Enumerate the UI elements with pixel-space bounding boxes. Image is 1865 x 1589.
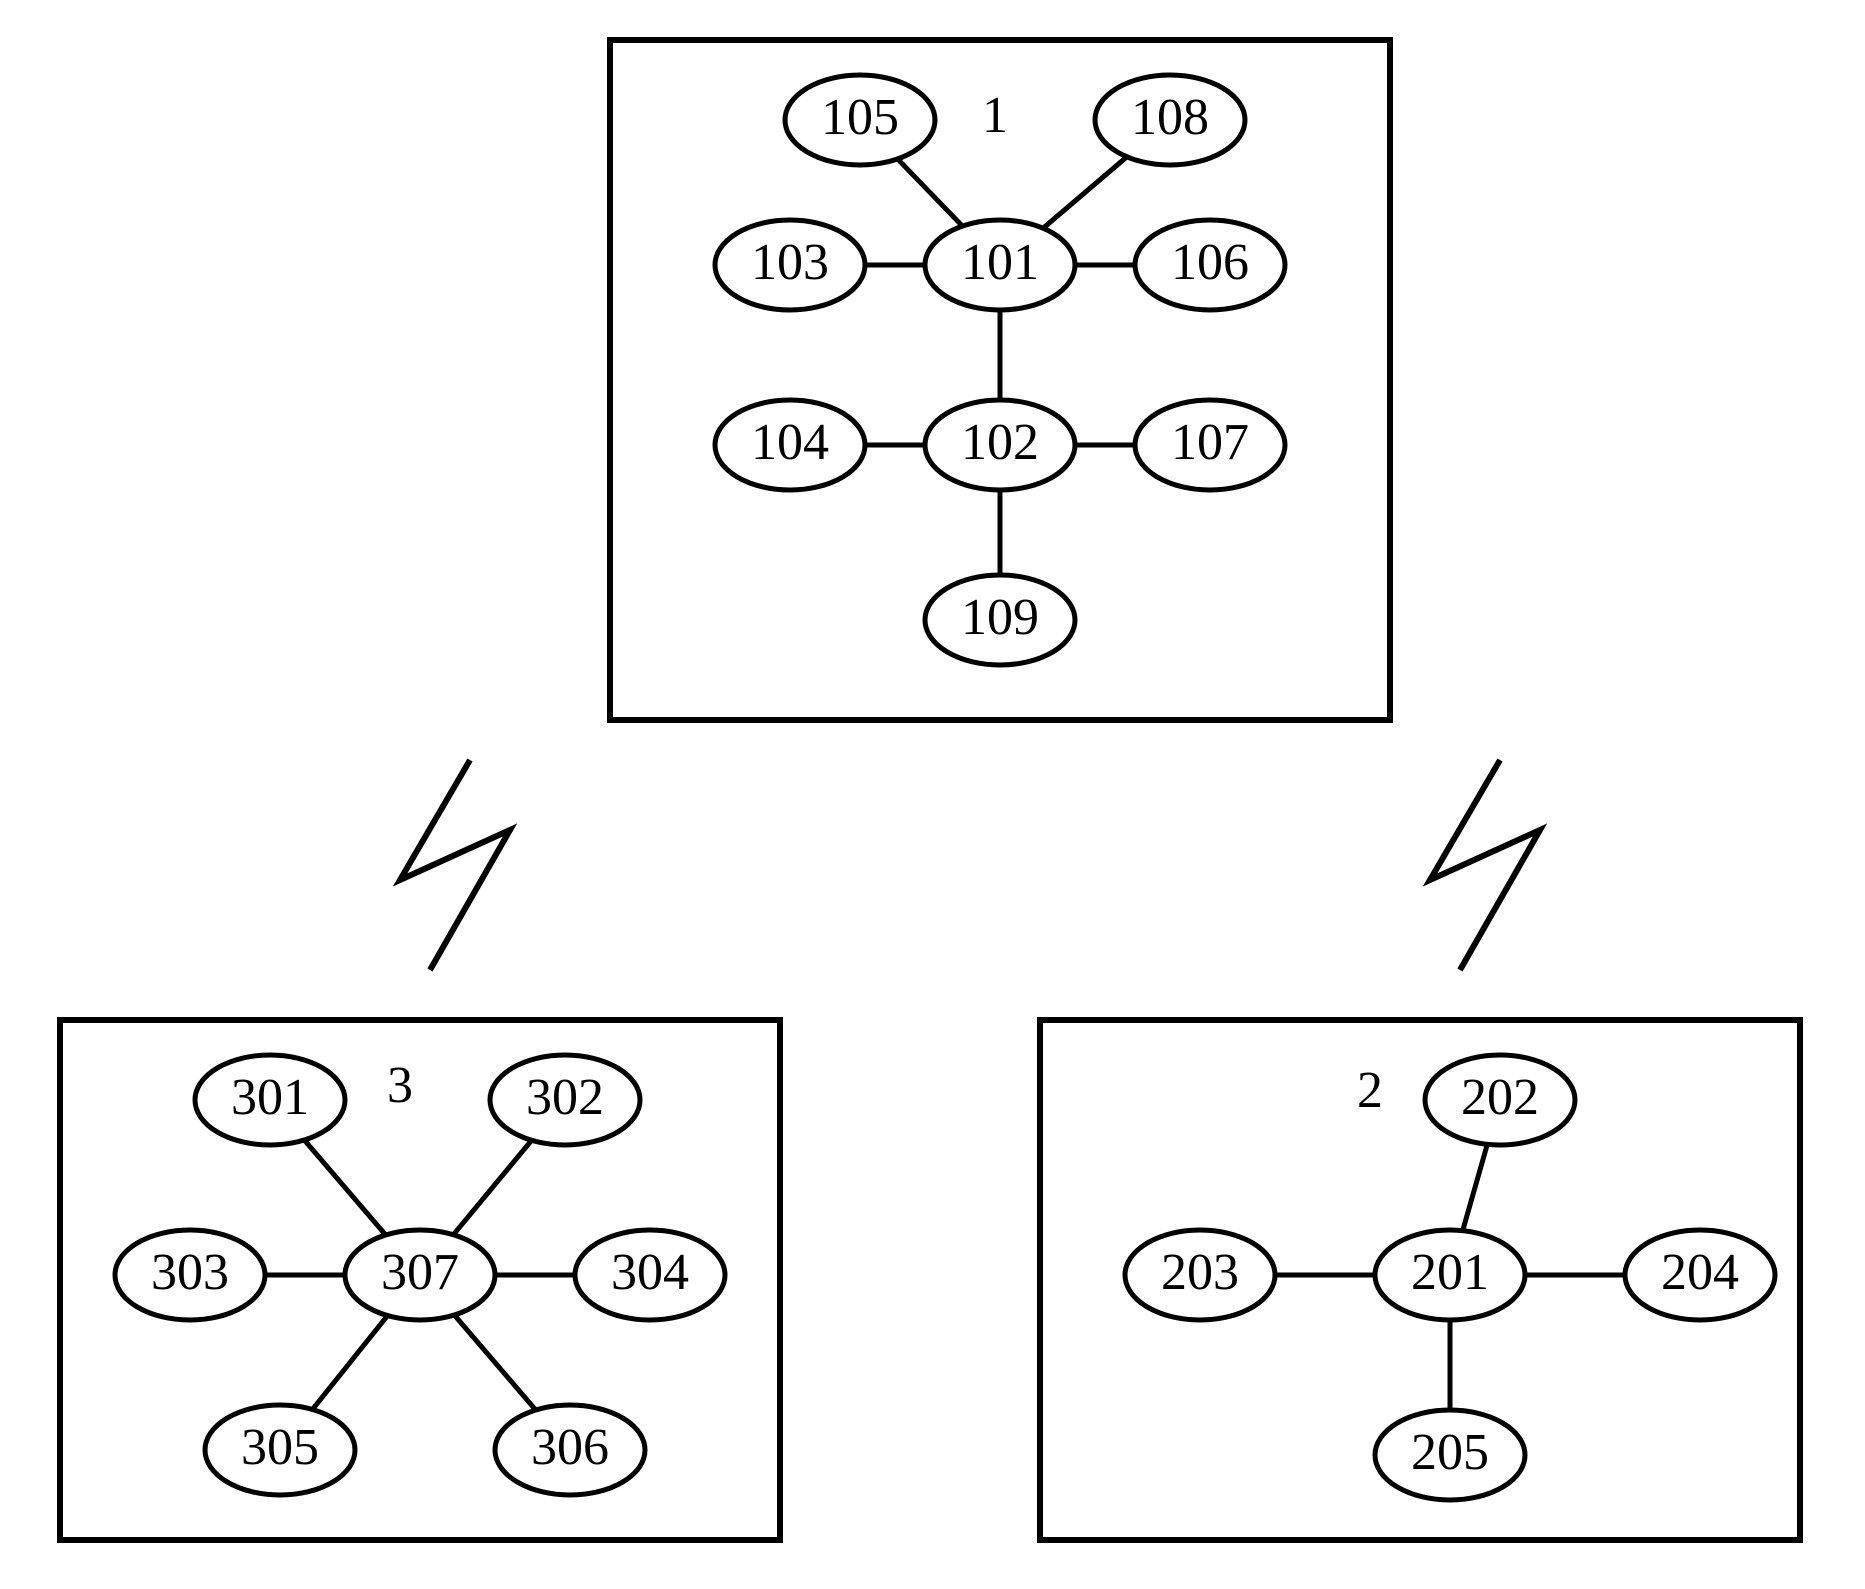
bolt-right-icon — [1430, 760, 1540, 970]
bolt-left-icon — [400, 760, 510, 970]
node-n101: 101 — [925, 220, 1075, 310]
group-1-label: 1 — [982, 87, 1008, 144]
node-n301: 301 — [195, 1055, 345, 1145]
node-n303-label: 303 — [151, 1244, 229, 1301]
node-n202-label: 202 — [1461, 1069, 1539, 1126]
node-n302: 302 — [490, 1055, 640, 1145]
node-n202: 202 — [1425, 1055, 1575, 1145]
node-n109: 109 — [925, 575, 1075, 665]
node-n108-label: 108 — [1131, 89, 1209, 146]
node-n201-label: 201 — [1411, 1244, 1489, 1301]
node-n105-label: 105 — [821, 89, 899, 146]
node-n101-label: 101 — [961, 234, 1039, 291]
node-n305: 305 — [205, 1405, 355, 1495]
node-n203-label: 203 — [1161, 1244, 1239, 1301]
node-n105: 105 — [785, 75, 935, 165]
node-n109-label: 109 — [961, 589, 1039, 646]
edge-n307-n302 — [453, 1140, 531, 1234]
node-n106-label: 106 — [1171, 234, 1249, 291]
group-1: 101 102 103 104 105 106 107 108 109 1 — [610, 40, 1390, 720]
edge-n307-n301 — [304, 1140, 385, 1235]
node-n205-label: 205 — [1411, 1424, 1489, 1481]
node-n304-label: 304 — [611, 1244, 689, 1301]
node-n106: 106 — [1135, 220, 1285, 310]
node-n204: 204 — [1625, 1230, 1775, 1320]
edge-n307-n306 — [454, 1315, 535, 1410]
node-n103-label: 103 — [751, 234, 829, 291]
edge-n101-n105 — [898, 159, 963, 226]
node-n303: 303 — [115, 1230, 265, 1320]
node-n201: 201 — [1375, 1230, 1525, 1320]
edge-n101-n108 — [1043, 157, 1127, 228]
node-n107-label: 107 — [1171, 414, 1249, 471]
node-n204-label: 204 — [1661, 1244, 1739, 1301]
node-n104-label: 104 — [751, 414, 829, 471]
node-n307: 307 — [345, 1230, 495, 1320]
node-n306: 306 — [495, 1405, 645, 1495]
group-3: 307 301 302 303 304 305 306 3 — [60, 1020, 780, 1540]
node-n104: 104 — [715, 400, 865, 490]
node-n102-label: 102 — [961, 414, 1039, 471]
node-n103: 103 — [715, 220, 865, 310]
node-n108: 108 — [1095, 75, 1245, 165]
node-n203: 203 — [1125, 1230, 1275, 1320]
node-n102: 102 — [925, 400, 1075, 490]
edge-n307-n305 — [312, 1316, 387, 1410]
node-n304: 304 — [575, 1230, 725, 1320]
group-2-label: 2 — [1357, 1062, 1383, 1119]
node-n205: 205 — [1375, 1410, 1525, 1500]
node-n306-label: 306 — [531, 1419, 609, 1476]
node-n307-label: 307 — [381, 1244, 459, 1301]
node-n302-label: 302 — [526, 1069, 604, 1126]
node-n301-label: 301 — [231, 1069, 309, 1126]
group-2: 201 202 203 204 205 2 — [1040, 1020, 1800, 1540]
node-n305-label: 305 — [241, 1419, 319, 1476]
node-n107: 107 — [1135, 400, 1285, 490]
group-3-label: 3 — [387, 1057, 413, 1114]
edge-n201-n202 — [1463, 1144, 1488, 1230]
